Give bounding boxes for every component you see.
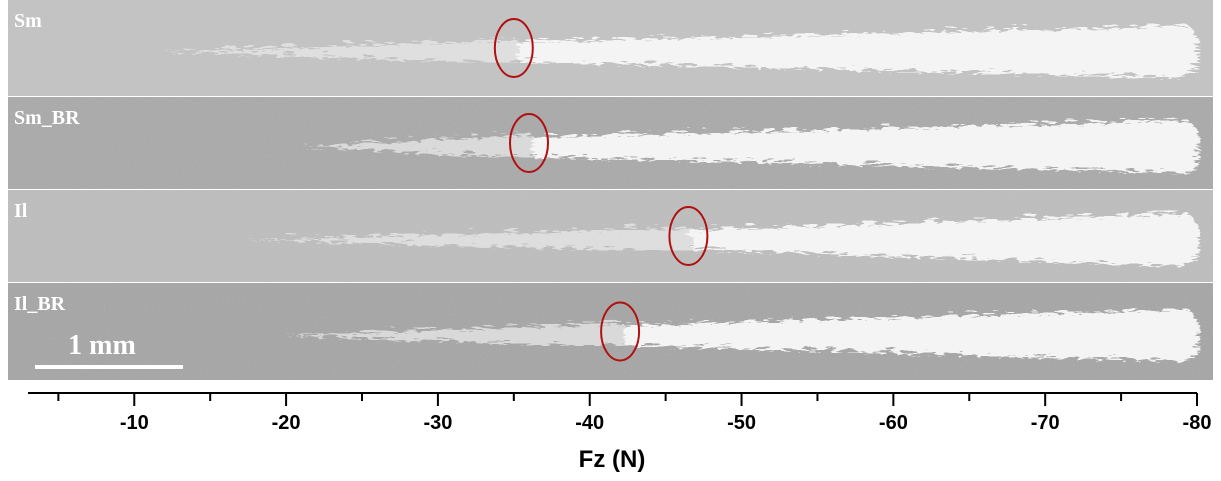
tick-label: -20 (272, 412, 301, 434)
scratch-track (529, 117, 1195, 169)
scratch-early (240, 224, 689, 248)
x-axis: -10 -20 -30 -40 -50 -60 -70 -80 Fz (N) (28, 392, 1212, 473)
critical-load-circle (493, 18, 534, 78)
tick-label: -10 (120, 412, 149, 434)
scratch-track (620, 305, 1195, 358)
critical-load-circle (668, 206, 709, 266)
scale-bar-label: 1 mm (68, 330, 136, 361)
panel-label: Sm (14, 10, 42, 32)
scratch-early (160, 36, 514, 60)
panel-label: Il_BR (14, 293, 66, 315)
scratch-early (280, 319, 621, 344)
critical-load-circle (600, 301, 641, 362)
tick-label: -60 (879, 412, 908, 434)
tick-label: -50 (727, 412, 756, 434)
scratch-track (688, 210, 1195, 262)
panel-label: Il (14, 200, 28, 222)
critical-load-circle (509, 113, 549, 173)
tick-label: -80 (1183, 412, 1212, 434)
tick-label: -30 (423, 412, 452, 434)
tick-label: -40 (575, 412, 604, 434)
scratch-track (513, 22, 1195, 74)
micrographs: Sm Sm_BR Il Il_BR1 mm (8, 0, 1213, 380)
panel-label: Sm_BR (14, 107, 80, 129)
scratch-early (300, 131, 529, 155)
axis-title: Fz (N) (579, 446, 646, 473)
tick-label: -70 (1031, 412, 1060, 434)
